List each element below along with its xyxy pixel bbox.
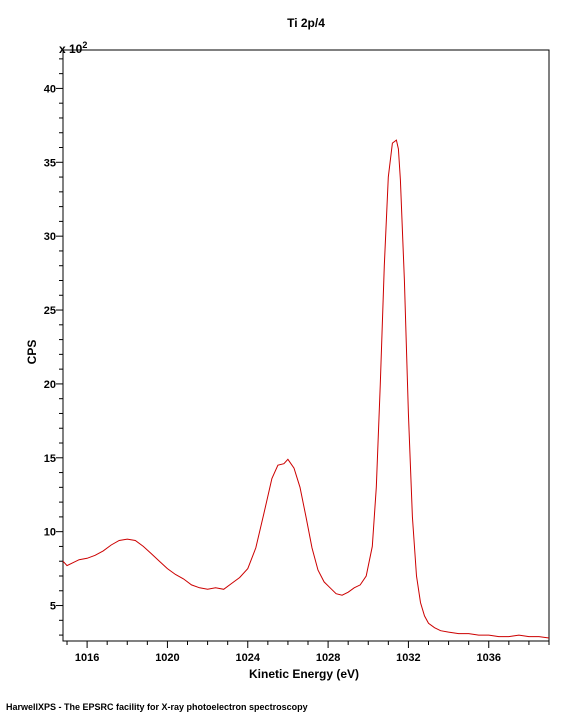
- y-tick-label: 10: [44, 527, 56, 539]
- x-tick-label: 1028: [316, 652, 340, 664]
- x-tick-label: 1036: [477, 652, 501, 664]
- y-tick-label: 5: [50, 601, 56, 613]
- y-tick-label: 20: [44, 379, 56, 391]
- x-tick-label: 1024: [236, 652, 261, 664]
- y-tick-label: 30: [44, 231, 56, 243]
- x-axis-label: Kinetic Energy (eV): [249, 667, 359, 681]
- x-axis: 1016 1020 1024 1028 1032 1036: [66, 641, 550, 664]
- x-tick-label: 1032: [396, 652, 420, 664]
- y-multiplier-label: x 102: [59, 40, 87, 56]
- y-tick-label: 25: [44, 305, 56, 317]
- chart-title: Ti 2p/4: [287, 16, 325, 30]
- y-axis-label: CPS: [25, 340, 39, 365]
- x-tick-label: 1016: [75, 652, 99, 664]
- y-axis: 5 10 15 20 25 30 35 40: [44, 58, 63, 636]
- y-tick-label: 35: [44, 157, 56, 169]
- y-tick-label: 15: [44, 453, 56, 465]
- y-tick-label: 40: [44, 83, 56, 95]
- plot-frame: [62, 49, 550, 642]
- footer-credit: HarwellXPS - The EPSRC facility for X-ra…: [6, 702, 308, 712]
- series-line: [62, 139, 550, 639]
- x-tick-label: 1020: [155, 652, 179, 664]
